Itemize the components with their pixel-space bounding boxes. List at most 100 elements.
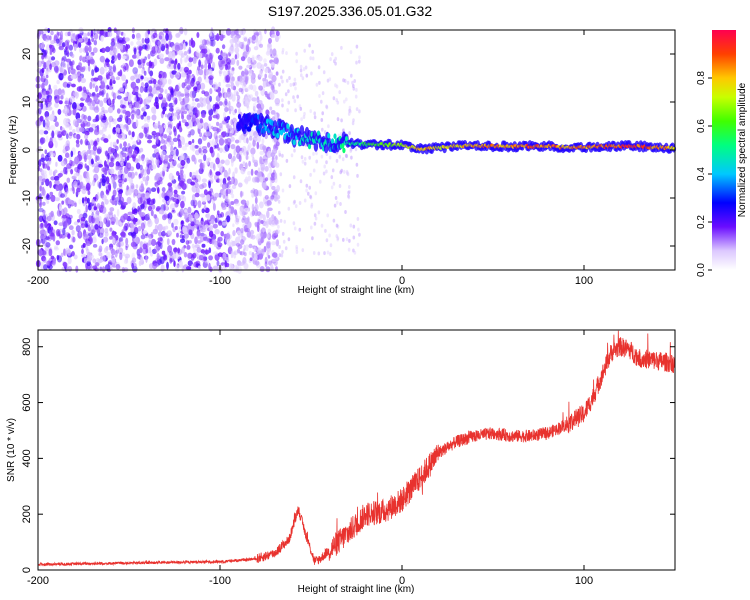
snr-x-ticks: -200 -100 0 100: [27, 330, 593, 587]
spectrogram-noise-dot: [143, 115, 148, 122]
spectrogram-noise-dot: [78, 230, 82, 237]
spectrogram-noise-dot: [263, 58, 267, 64]
spectrogram-noise-dot: [161, 38, 166, 46]
spectrogram-noise-dot: [188, 131, 191, 136]
spectrogram-noise-dot: [249, 257, 253, 262]
spectrogram-noise-dot: [61, 208, 65, 216]
spectrogram-noise-dot: [243, 262, 249, 270]
spectrogram-noise-dot: [67, 31, 71, 37]
spectrogram-noise-dot: [269, 92, 275, 100]
spectrogram-noise-dot: [222, 70, 227, 77]
spectrogram-noise-dot: [262, 233, 266, 240]
spectrogram-noise-dot: [215, 135, 219, 144]
spectrogram-noise-dot: [335, 84, 339, 89]
spectrogram-noise-dot: [183, 95, 190, 104]
spectrogram-noise-dot: [228, 263, 234, 270]
spectrogram-noise-dot: [36, 180, 42, 187]
spectrogram-noise-dot: [224, 116, 228, 122]
spectrogram-noise-dot: [209, 39, 214, 47]
spectrogram-noise-dot: [167, 218, 172, 225]
spectrogram-noise-dot: [118, 237, 124, 242]
spectrogram-noise-dot: [70, 63, 74, 70]
spectrogram-noise-dot: [117, 166, 123, 171]
spectrogram-noise-dot: [209, 88, 213, 95]
spectrogram-noise-dot: [166, 93, 171, 100]
spectrogram-noise-dot: [225, 76, 229, 81]
spectrogram-noise-dot: [172, 126, 177, 133]
spectrogram-noise-dot: [234, 47, 240, 54]
spectrogram-noise-dot: [151, 187, 157, 192]
spectrogram-noise-dot: [197, 138, 203, 145]
spectrogram-noise-dot: [88, 215, 92, 224]
spectrogram-noise-dot: [259, 150, 265, 156]
spectrogram-noise-dot: [219, 70, 222, 77]
spectrogram-noise-dot: [234, 202, 240, 207]
spectrogram-noise-dot: [243, 37, 248, 42]
spectrogram-noise-dot: [104, 160, 107, 168]
spectrogram-noise-dot: [39, 222, 45, 230]
spectrogram-noise-dot: [269, 106, 273, 111]
spectrogram-noise-dot: [289, 83, 293, 87]
spectrogram-noise-dot: [42, 201, 46, 206]
spectrogram-noise-dot: [258, 85, 263, 91]
spectrogram-noise-dot: [140, 222, 145, 231]
spectrogram-noise-dot: [168, 115, 174, 122]
spectrogram-noise-dot: [270, 263, 274, 270]
spectrogram-noise-dot: [94, 262, 100, 267]
spectrogram-noise-dot: [290, 153, 294, 158]
spectrogram-noise-dot: [197, 200, 202, 209]
spectrogram-noise-dot: [143, 70, 147, 76]
spectrogram-noise-dot: [85, 140, 90, 146]
spectrogram-noise-dot: [82, 120, 88, 127]
spectrogram-noise-dot: [183, 110, 187, 115]
spectrogram-noise-dot: [254, 196, 258, 204]
spectrogram-noise-dot: [159, 35, 163, 40]
spectrogram-noise-dot: [261, 138, 265, 145]
spectrogram-noise-dot: [162, 166, 168, 172]
spectrogram-noise-dot: [98, 91, 103, 96]
spectrogram-noise-dot: [147, 213, 150, 217]
spectrogram-noise-dot: [239, 208, 245, 216]
spectrogram-noise-dot: [91, 69, 95, 77]
spectrogram-noise-dot: [120, 215, 126, 223]
spectrogram-noise-dot: [140, 75, 144, 80]
spectrogram-noise-dot: [325, 104, 328, 109]
spectrogram-noise-dot: [212, 223, 218, 229]
spectrogram-noise-dot: [201, 90, 206, 95]
spectrogram-noise-dot: [218, 122, 223, 129]
spectrogram-noise-dot: [204, 63, 208, 70]
spectrogram-noise-dot: [176, 232, 179, 238]
spectrogram-noise-dot: [41, 41, 45, 50]
spectrogram-noise-dot: [340, 168, 344, 173]
spectrogram-noise-dot: [349, 223, 353, 228]
spectrogram-noise-dot: [106, 191, 110, 196]
spectrogram-noise-dot: [204, 59, 208, 65]
spectrogram-noise-dot: [345, 97, 348, 102]
spectrogram-noise-dot: [170, 60, 175, 64]
spectrogram-noise-dot: [196, 240, 202, 244]
spectrogram-noise-dot: [50, 30, 54, 36]
spectrogram-noise-dot: [86, 155, 92, 160]
spectrogram-noise-dot: [320, 99, 323, 104]
spectrogram-noise-dot: [99, 220, 103, 228]
spectrogram-noise-dot: [124, 124, 128, 128]
spectrogram-noise-dot: [240, 239, 245, 245]
spectrogram-noise-dot: [75, 126, 81, 133]
spectrogram-noise-dot: [187, 103, 192, 110]
spectrogram-noise-dot: [38, 129, 45, 135]
spectrogram-noise-dot: [131, 209, 136, 215]
spectrogram-noise-dot: [139, 212, 146, 217]
spectrogram-noise-dot: [99, 29, 104, 36]
spectrogram-noise-dot: [268, 80, 273, 85]
spectrogram-noise-dot: [212, 61, 216, 70]
spectrogram-noise-dot: [354, 94, 358, 99]
spectrogram-noise-dot: [320, 118, 324, 122]
spectrogram-noise-dot: [317, 65, 321, 70]
spectrogram-noise-dot: [88, 127, 94, 133]
spectrogram-noise-dot: [75, 190, 79, 198]
spectrogram-noise-dot: [259, 190, 262, 197]
spectrogram-noise-dot: [305, 73, 309, 78]
spectrogram-noise-dot: [179, 194, 185, 200]
spectrogram-noise-dot: [203, 68, 207, 74]
spectrogram-noise-dot: [315, 82, 319, 87]
